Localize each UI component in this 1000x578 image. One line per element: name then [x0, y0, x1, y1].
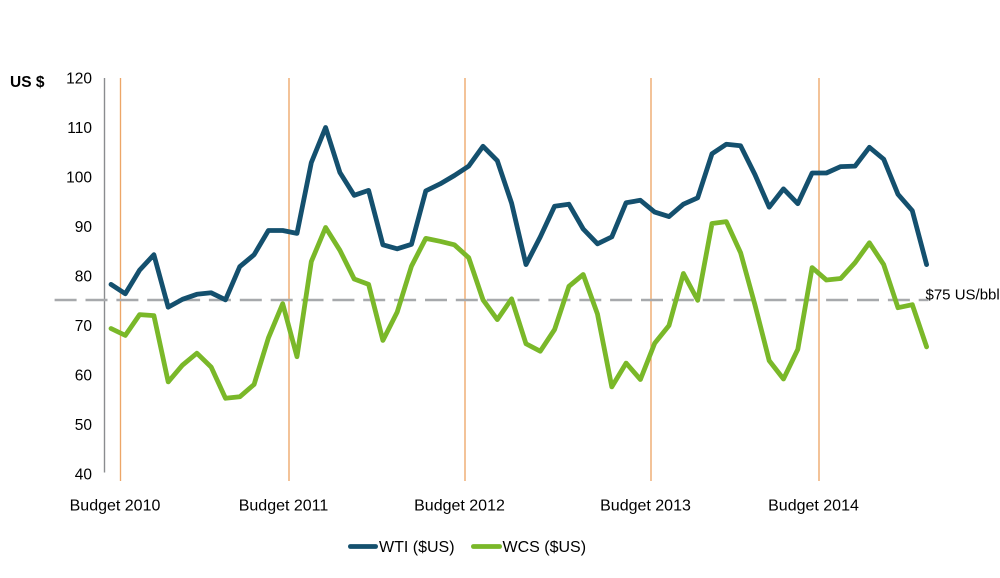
svg-text:60: 60 [75, 368, 93, 385]
svg-text:WCS ($US): WCS ($US) [503, 539, 587, 556]
svg-text:90: 90 [75, 219, 93, 236]
svg-text:$75 US/bbl: $75 US/bbl [926, 287, 1000, 304]
svg-text:120: 120 [66, 71, 92, 88]
svg-text:Budget 2011: Budget 2011 [239, 498, 329, 515]
svg-text:Budget 2013: Budget 2013 [600, 498, 691, 515]
svg-text:100: 100 [66, 170, 92, 187]
svg-text:US $: US $ [10, 74, 45, 91]
svg-text:Budget 2014: Budget 2014 [768, 498, 859, 515]
svg-text:110: 110 [67, 120, 92, 137]
svg-text:Budget 2010: Budget 2010 [70, 498, 161, 515]
svg-text:WTI ($US): WTI ($US) [379, 539, 455, 556]
svg-text:70: 70 [75, 318, 93, 335]
svg-text:40: 40 [75, 467, 93, 484]
svg-text:Budget 2012: Budget 2012 [414, 498, 505, 515]
svg-text:50: 50 [75, 417, 93, 434]
svg-text:80: 80 [75, 269, 93, 286]
